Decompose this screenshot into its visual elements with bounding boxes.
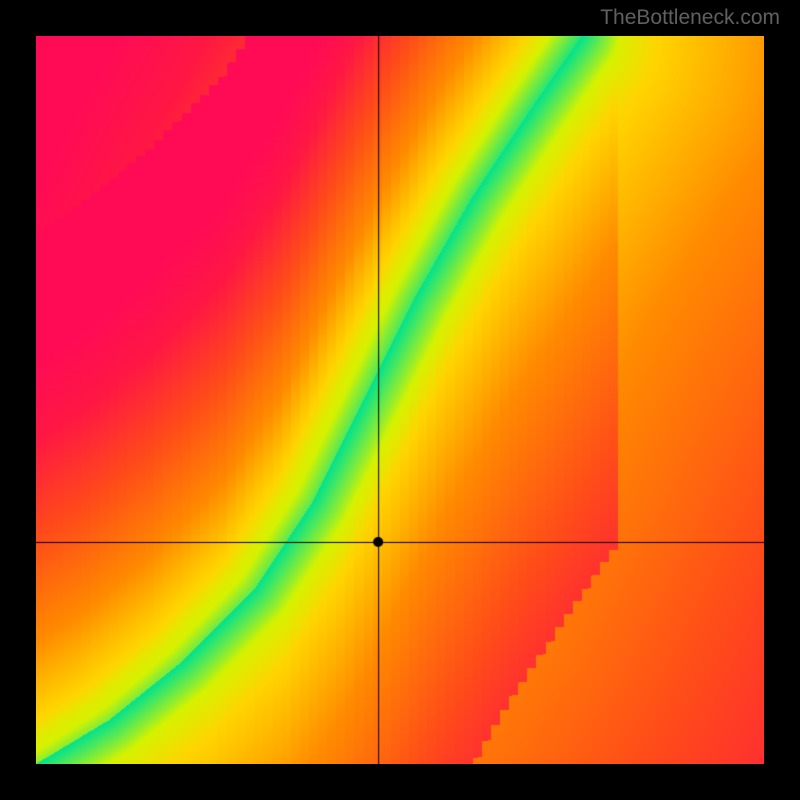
watermark-text: TheBottleneck.com: [600, 6, 780, 30]
heatmap-chart: [36, 36, 764, 764]
heatmap-canvas: [36, 36, 764, 764]
